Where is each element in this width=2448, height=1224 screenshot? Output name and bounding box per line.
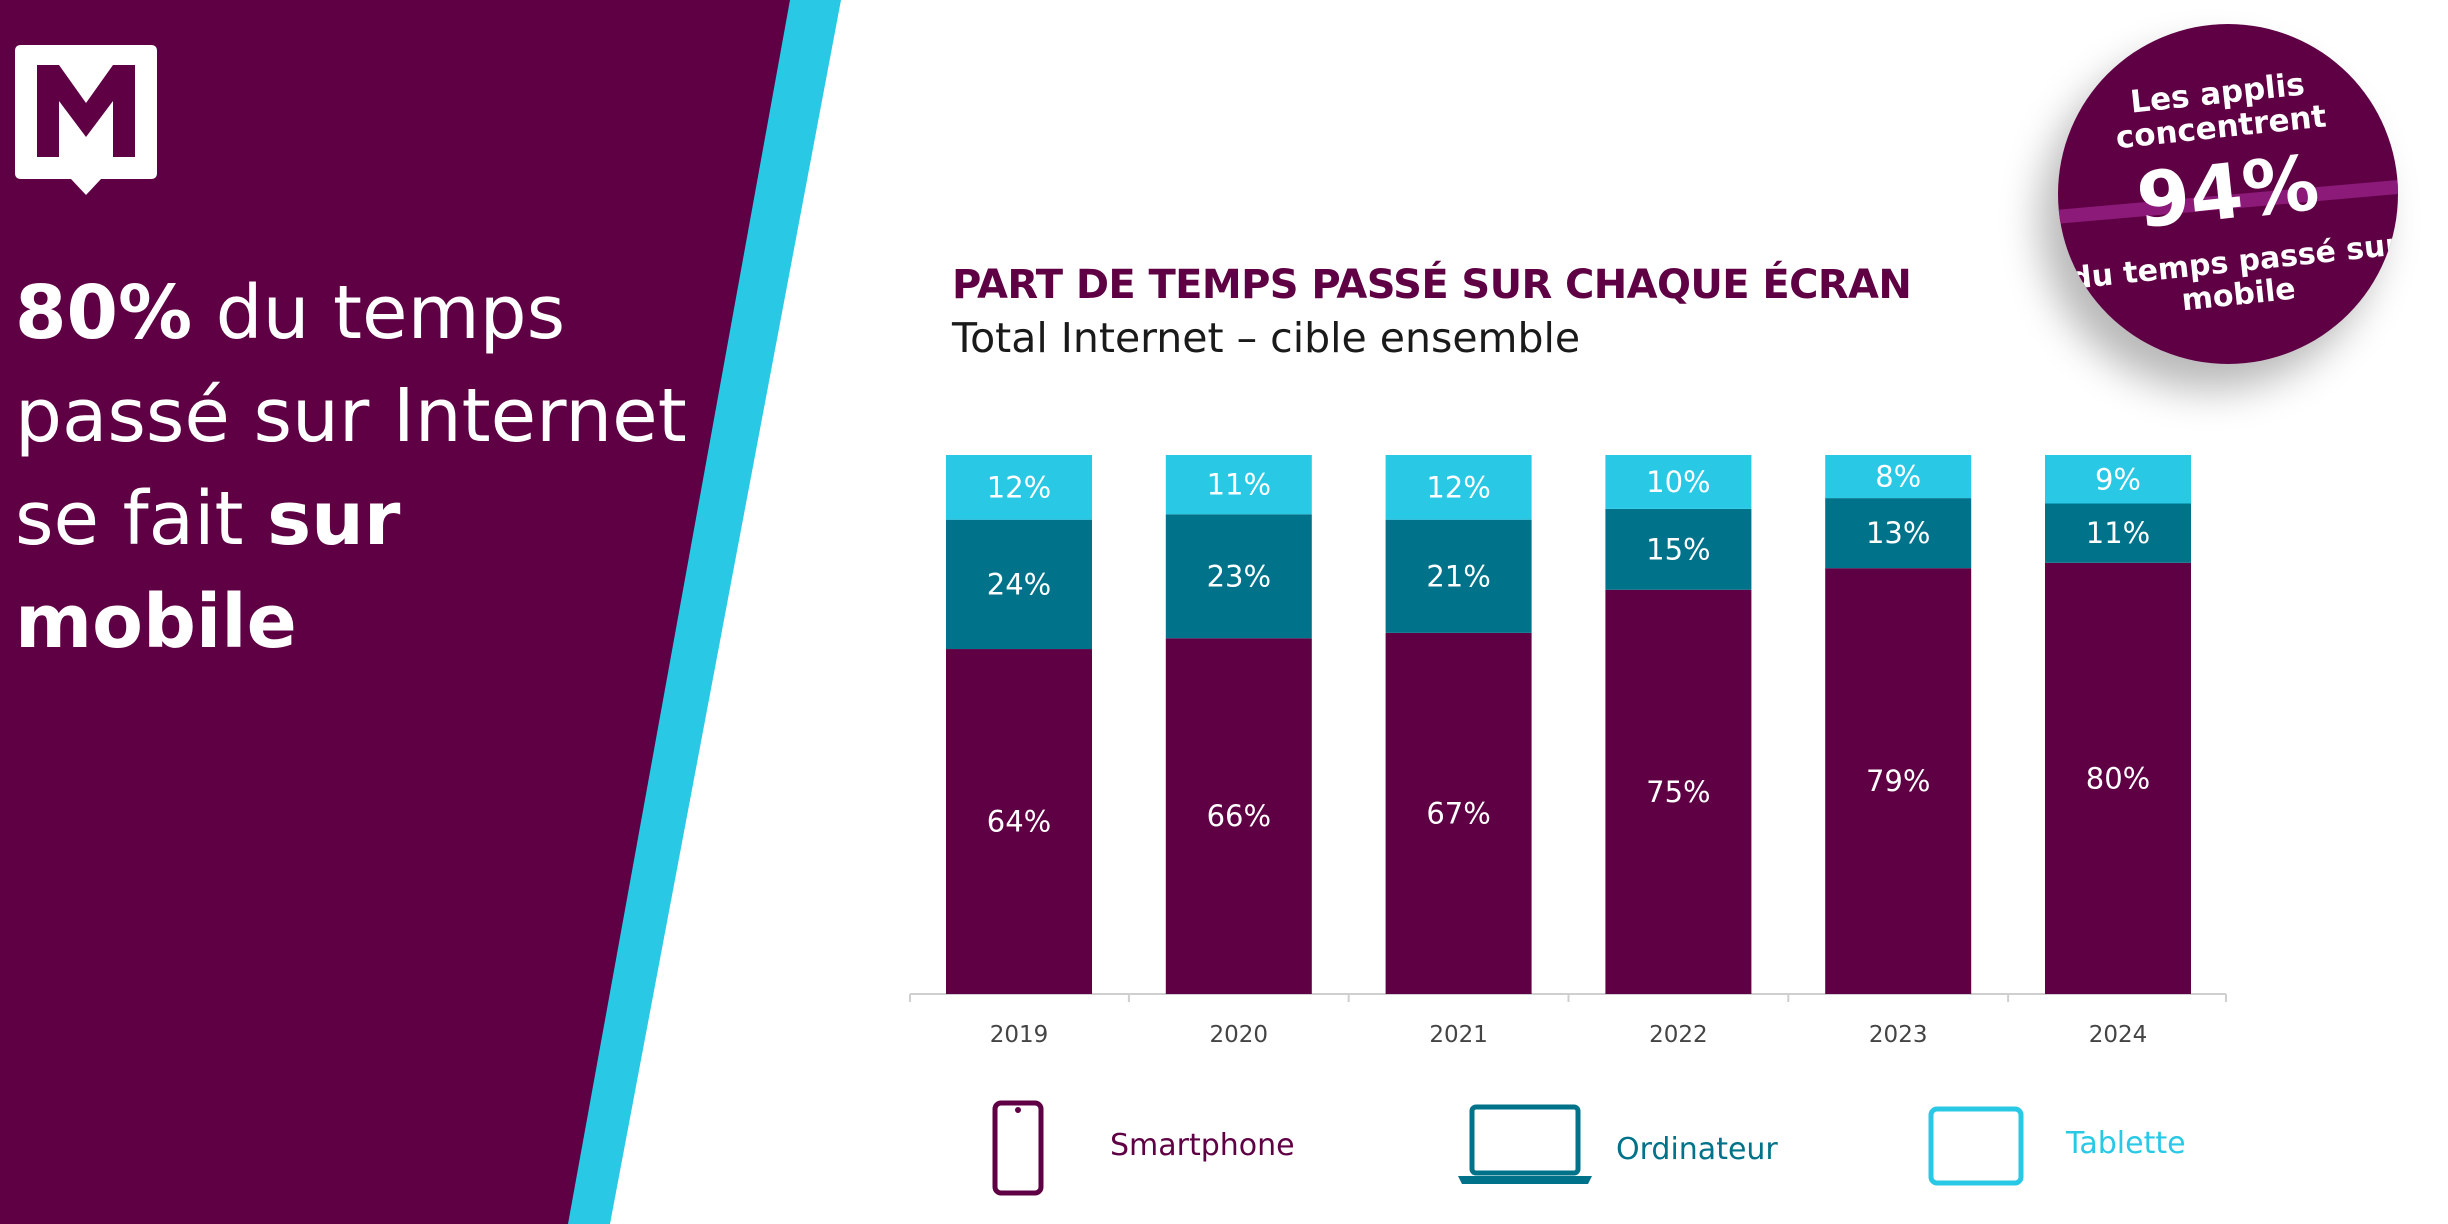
legend-label-smartphone: Smartphone: [1110, 1128, 1295, 1163]
headline-text: du temps passé sur Internet se fait: [15, 270, 687, 562]
data-label-ordinateur-2023: 13%: [1866, 516, 1930, 550]
bar-segment-smartphone-2024: [2045, 562, 2191, 994]
data-label-smartphone-2021: 67%: [1426, 796, 1490, 830]
data-label-ordinateur-2024: 11%: [2086, 516, 2150, 550]
x-tick-label-2022: 2022: [1649, 1022, 1708, 1048]
legend-item-ordinateur: Ordinateur: [1458, 1100, 1778, 1196]
bar-segment-tablette-2019: [946, 455, 1092, 520]
data-label-smartphone-2024: 80%: [2086, 761, 2150, 795]
data-label-tablette-2024: 9%: [2095, 462, 2141, 496]
data-label-smartphone-2022: 75%: [1646, 775, 1710, 809]
headline-bold-value: 80%: [15, 270, 193, 356]
bar-segment-tablette-2023: [1825, 455, 1972, 499]
bar-segment-ordinateur-2019: [946, 519, 1092, 650]
data-label-tablette-2021: 12%: [1426, 470, 1490, 504]
headline-bold-emphasis: sur mobile: [15, 476, 401, 665]
data-label-tablette-2019: 12%: [987, 470, 1051, 504]
bar-segment-ordinateur-2023: [1825, 498, 1972, 569]
smartphone-icon: [992, 1100, 1044, 1196]
legend-item-smartphone: Smartphone: [992, 1100, 1312, 1196]
x-tick-label-2020: 2020: [1210, 1022, 1269, 1048]
bar-segment-tablette-2021: [1385, 455, 1532, 520]
brand-logo: [15, 45, 157, 195]
bar-segment-ordinateur-2022: [1605, 508, 1752, 590]
bar-segment-smartphone-2019: [946, 649, 1092, 994]
legend-label-ordinateur: Ordinateur: [1616, 1132, 1778, 1167]
tablet-icon: [1928, 1106, 2024, 1186]
chart-subtitle: Total Internet – cible ensemble: [952, 314, 1581, 362]
purple-panel: [0, 0, 790, 1224]
data-label-ordinateur-2020: 23%: [1207, 559, 1271, 593]
x-tick-label-2021: 2021: [1429, 1022, 1488, 1048]
x-tick-label-2019: 2019: [990, 1022, 1049, 1048]
bar-segment-smartphone-2020: [1165, 638, 1312, 994]
bar-segment-tablette-2020: [1165, 455, 1312, 515]
headline: 80% du temps passé sur Internet se fait …: [15, 262, 695, 674]
data-label-smartphone-2023: 79%: [1866, 764, 1930, 798]
data-label-smartphone-2020: 66%: [1207, 799, 1271, 833]
bar-segment-ordinateur-2020: [1165, 514, 1312, 639]
legend-item-tablette: Tablette: [1928, 1100, 2228, 1196]
data-label-tablette-2022: 10%: [1646, 465, 1710, 499]
data-label-tablette-2023: 8%: [1875, 460, 1921, 494]
laptop-icon: [1458, 1104, 1592, 1184]
bar-segment-ordinateur-2021: [1385, 519, 1532, 633]
callout-text: Les applis concentrent 94% du temps pass…: [2058, 24, 2398, 364]
data-label-ordinateur-2019: 24%: [987, 567, 1051, 601]
data-label-smartphone-2019: 64%: [987, 805, 1051, 839]
x-tick-label-2023: 2023: [1869, 1022, 1928, 1048]
chart-title: PART DE TEMPS PASSÉ SUR CHAQUE ÉCRAN: [952, 262, 1912, 308]
bar-segment-tablette-2022: [1605, 455, 1752, 509]
callout-badge: Les applis concentrent 94% du temps pass…: [2058, 24, 2398, 364]
data-label-ordinateur-2021: 21%: [1426, 559, 1490, 593]
bar-segment-smartphone-2021: [1385, 632, 1532, 994]
bar-segment-ordinateur-2024: [2045, 503, 2191, 563]
legend-label-tablette: Tablette: [2066, 1126, 2186, 1161]
x-tick-label-2024: 2024: [2089, 1022, 2148, 1048]
data-label-ordinateur-2022: 15%: [1646, 532, 1710, 566]
data-label-tablette-2020: 11%: [1207, 468, 1271, 502]
bar-segment-smartphone-2023: [1825, 568, 1972, 994]
bar-segment-smartphone-2022: [1605, 589, 1752, 994]
bar-segment-tablette-2024: [2045, 455, 2191, 504]
